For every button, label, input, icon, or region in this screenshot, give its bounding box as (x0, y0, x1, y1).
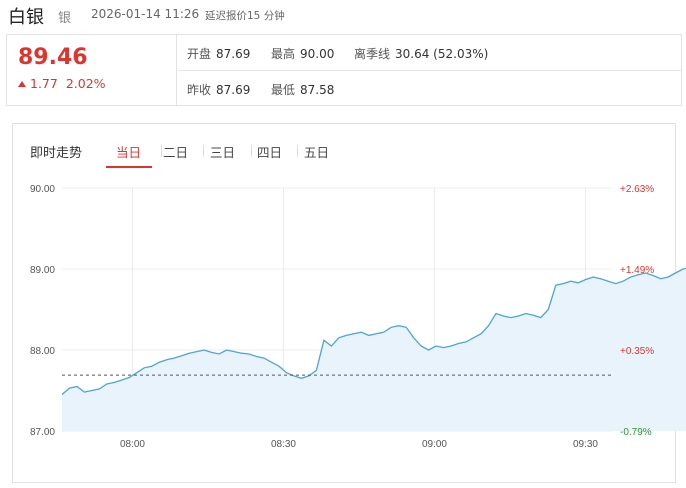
quote-datetime: 2026-01-14 11:26 (91, 7, 200, 21)
instrument-tag: 银 (58, 11, 72, 26)
stat-low: 最低 87.58 (271, 81, 334, 98)
tab-separator (251, 145, 252, 157)
tab-day-3[interactable]: 三日 (210, 145, 236, 160)
stat-open-label: 开盘 (187, 47, 212, 61)
tab-day-2[interactable]: 二日 (163, 145, 189, 160)
tab-separator (297, 145, 298, 157)
stat-season: 离季线 30.64 (52.03%) (354, 45, 488, 62)
delay-notice: 延迟报价15 分钟 (205, 10, 285, 22)
stat-prev-close: 昨收 87.69 (187, 81, 250, 98)
y-pct-label: -0.79% (620, 427, 652, 438)
y-tick-label: 89.00 (30, 265, 55, 276)
tab-day-4[interactable]: 四日 (257, 145, 283, 160)
x-tick-label: 08:00 (120, 439, 145, 450)
page-header: 白银 银 2026-01-14 11:26 延迟报价15 分钟 (0, 0, 686, 30)
price-line (61, 267, 686, 395)
tab-day-1[interactable]: 当日 (116, 145, 142, 160)
chart-title: 即时走势 (30, 146, 83, 161)
stat-season-value: 30.64 (52.03%) (395, 47, 489, 61)
instrument-name: 白银 (8, 7, 44, 28)
x-tick-label: 09:30 (573, 439, 598, 450)
stat-high-value: 90.00 (300, 47, 335, 61)
quote-panel: 89.46 1.77 2.02% 开盘 87.69 最高 90.00 离季线 30.64… (6, 34, 682, 106)
stat-low-value: 87.58 (300, 83, 335, 97)
y-pct-label: +1.49% (620, 265, 654, 276)
change-row: 1.77 2.02% (18, 76, 106, 91)
x-tick-label: 09:00 (422, 439, 447, 450)
stat-season-label: 离季线 (354, 47, 391, 61)
tab-separator (161, 145, 162, 157)
stat-high: 最高 90.00 (271, 45, 334, 62)
stat-prev-value: 87.69 (216, 83, 251, 97)
y-tick-label: 90.00 (30, 184, 55, 195)
price-change-pct: 2.02% (65, 76, 106, 91)
stats-divider (178, 70, 681, 71)
y-tick-label: 88.00 (30, 346, 55, 357)
stat-open-value: 87.69 (216, 47, 251, 61)
active-tab-indicator (106, 166, 152, 168)
stat-high-label: 最高 (271, 47, 296, 61)
y-pct-label: +0.35% (620, 346, 654, 357)
price-block: 89.46 1.77 2.02% (7, 35, 177, 105)
current-price: 89.46 (18, 45, 88, 70)
price-area-fill (62, 268, 686, 431)
price-change: 1.77 (30, 76, 58, 91)
tab-separator (203, 145, 204, 157)
stat-low-label: 最低 (271, 83, 296, 97)
y-tick-label: 87.00 (30, 427, 55, 438)
tab-day-5[interactable]: 五日 (304, 145, 330, 160)
stat-open: 开盘 87.69 (187, 45, 250, 62)
up-triangle-icon (18, 81, 26, 87)
stat-prev-label: 昨收 (187, 83, 212, 97)
x-tick-label: 08:30 (271, 439, 296, 450)
y-pct-label: +2.63% (620, 184, 654, 195)
